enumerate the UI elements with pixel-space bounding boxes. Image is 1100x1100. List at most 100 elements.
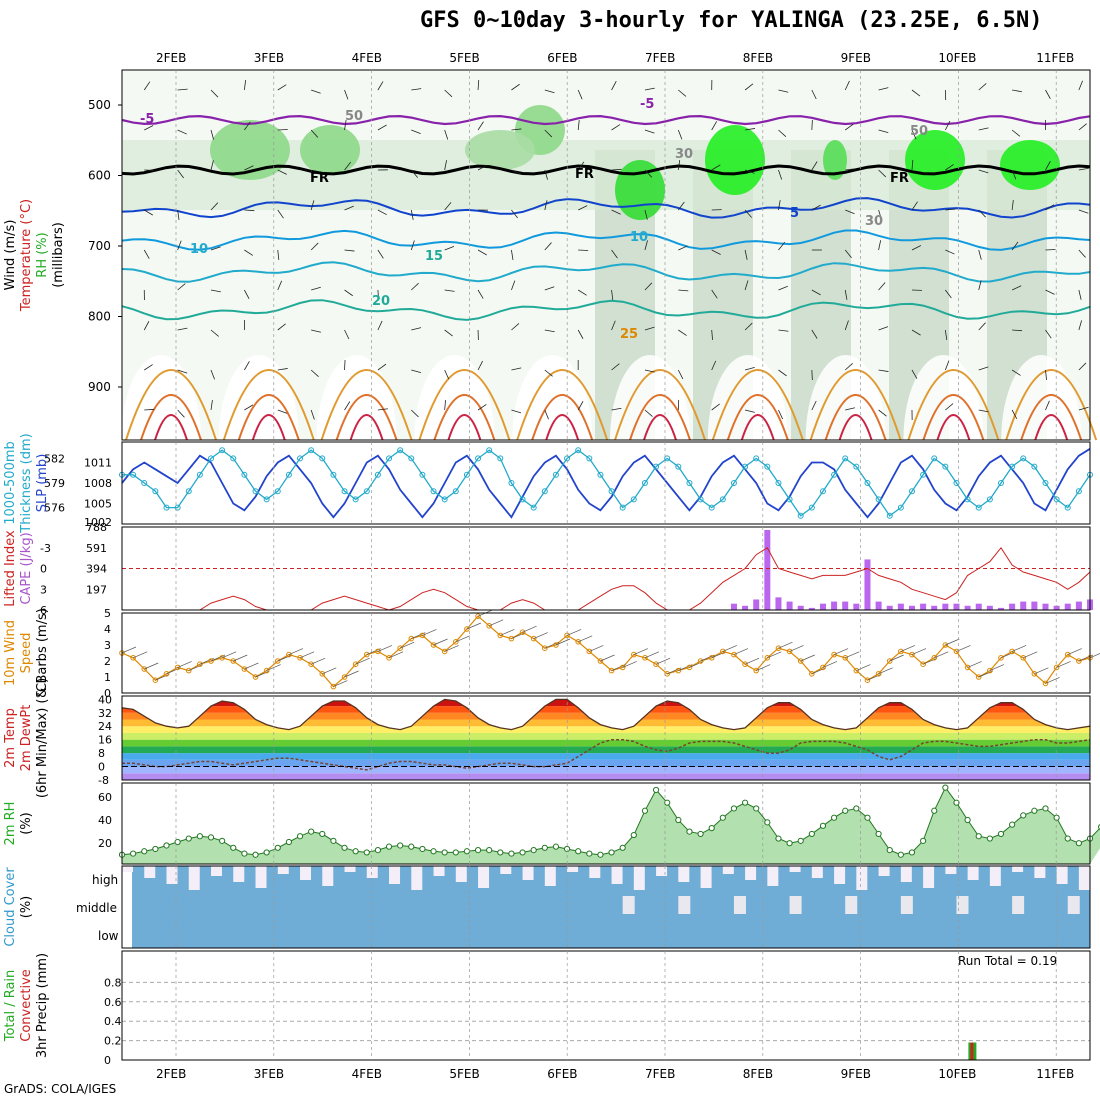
contour-label: FR bbox=[310, 171, 329, 186]
rh-tick: 20 bbox=[98, 837, 112, 850]
cape-bar bbox=[897, 603, 904, 610]
wind-speed-marker bbox=[308, 661, 314, 668]
thickness-marker bbox=[552, 471, 559, 478]
rh-marker bbox=[352, 848, 359, 855]
wind-speed-marker bbox=[675, 667, 682, 674]
wind-barb bbox=[277, 84, 287, 91]
surface-wind-barb bbox=[500, 629, 515, 636]
wind-speed-marker bbox=[408, 635, 415, 642]
rh-marker bbox=[819, 822, 827, 829]
cloud-high-block bbox=[567, 866, 579, 872]
surface-wind-barb bbox=[878, 667, 893, 675]
wind-barb bbox=[778, 369, 787, 377]
wind-barb bbox=[511, 367, 522, 371]
wind-barb bbox=[844, 363, 853, 371]
panel-frame bbox=[121, 782, 1091, 865]
surface-wind-barb bbox=[355, 657, 370, 665]
thickness-marker bbox=[285, 471, 292, 478]
panel-axis-label: 2m Temp bbox=[3, 708, 18, 768]
wind-barb bbox=[911, 201, 918, 211]
wind-barb bbox=[878, 129, 889, 133]
wind-barb bbox=[310, 242, 319, 251]
wind-barb bbox=[411, 129, 421, 134]
rh-marker bbox=[1020, 812, 1027, 819]
contour-label: 5 bbox=[790, 206, 799, 221]
cloud-background bbox=[132, 866, 1090, 948]
thickness-marker bbox=[920, 471, 927, 478]
wind-tick: 0 bbox=[104, 687, 111, 700]
wind-speed-marker bbox=[786, 648, 793, 655]
cloud-high-block bbox=[678, 866, 690, 882]
surface-wind-barb bbox=[978, 670, 993, 678]
rh-marker bbox=[341, 844, 348, 851]
thickness-marker bbox=[975, 504, 982, 511]
wind-barb bbox=[544, 286, 555, 291]
wind-speed-marker bbox=[720, 648, 726, 655]
rh-marker bbox=[719, 814, 726, 821]
wind-barb bbox=[911, 329, 921, 336]
wind-speed-marker bbox=[241, 666, 248, 672]
rh-marker bbox=[419, 845, 426, 853]
wind-barb bbox=[1078, 406, 1089, 411]
rh-marker bbox=[652, 786, 660, 794]
temp-tick: 40 bbox=[98, 693, 112, 706]
rh-marker bbox=[1009, 821, 1016, 828]
thickness-marker bbox=[986, 496, 993, 503]
thickness-marker bbox=[174, 504, 181, 511]
wind-barb bbox=[778, 409, 784, 420]
wind-barb bbox=[277, 209, 284, 219]
thickness-marker bbox=[764, 463, 771, 470]
contour-label: 50 bbox=[910, 124, 928, 139]
rh-marker bbox=[586, 850, 593, 857]
wind-barb bbox=[377, 124, 387, 131]
wind-barb bbox=[143, 249, 150, 259]
wind-barb bbox=[811, 400, 817, 411]
rh-marker bbox=[308, 828, 315, 835]
wind-barb bbox=[878, 169, 887, 178]
wind-barb bbox=[611, 249, 618, 259]
wind-barb bbox=[444, 89, 453, 98]
wind-barb bbox=[210, 89, 219, 98]
date-label-top: 2FEB bbox=[156, 51, 186, 65]
panel-axis-label: CAPE (J/kg) bbox=[19, 532, 34, 604]
rh-marker bbox=[641, 807, 649, 814]
wind-barb bbox=[744, 169, 755, 174]
wind-barb bbox=[444, 369, 450, 380]
rh-marker bbox=[296, 833, 304, 840]
rh-blob bbox=[1000, 140, 1060, 190]
wind-speed-marker bbox=[998, 655, 1004, 661]
cape-bar bbox=[853, 603, 860, 610]
wind-speed-marker bbox=[497, 632, 504, 639]
wind-speed-marker bbox=[608, 667, 615, 674]
wind-panel bbox=[119, 609, 1100, 690]
cape-bar bbox=[730, 603, 737, 610]
wind-barb bbox=[1078, 80, 1083, 91]
wind-barb bbox=[945, 249, 955, 255]
cloud-high-block bbox=[211, 866, 223, 876]
rh-marker bbox=[1075, 840, 1082, 847]
wind-speed-marker bbox=[1009, 648, 1015, 655]
wind-barb bbox=[1078, 249, 1086, 258]
cloud-high-block bbox=[366, 866, 378, 878]
wind-barb bbox=[1012, 329, 1023, 332]
surface-wind-barb bbox=[1089, 653, 1100, 659]
wind-barb bbox=[945, 164, 954, 171]
cloud-high-block bbox=[589, 866, 601, 878]
cloud-high-block bbox=[322, 866, 334, 886]
temp-tick: 0 bbox=[98, 761, 105, 774]
wind-barb bbox=[711, 329, 713, 340]
panel-axis-label: 3hr Precip (mm) bbox=[35, 953, 50, 1058]
isotherm-line bbox=[121, 261, 1091, 283]
cape-bar bbox=[1053, 605, 1060, 610]
precip-tick: 0 bbox=[104, 1054, 111, 1067]
wind-barb bbox=[744, 322, 753, 331]
wind-speed-marker bbox=[831, 651, 837, 658]
thickness-marker bbox=[653, 463, 660, 470]
wind-barb bbox=[1045, 249, 1056, 251]
wind-barb bbox=[945, 208, 956, 211]
wind-barb bbox=[744, 209, 752, 218]
isotherm-arc-25 bbox=[320, 369, 413, 441]
cloud-high-block bbox=[878, 866, 890, 876]
rh-marker bbox=[686, 828, 693, 835]
surface-wind-barb bbox=[1000, 651, 1016, 659]
